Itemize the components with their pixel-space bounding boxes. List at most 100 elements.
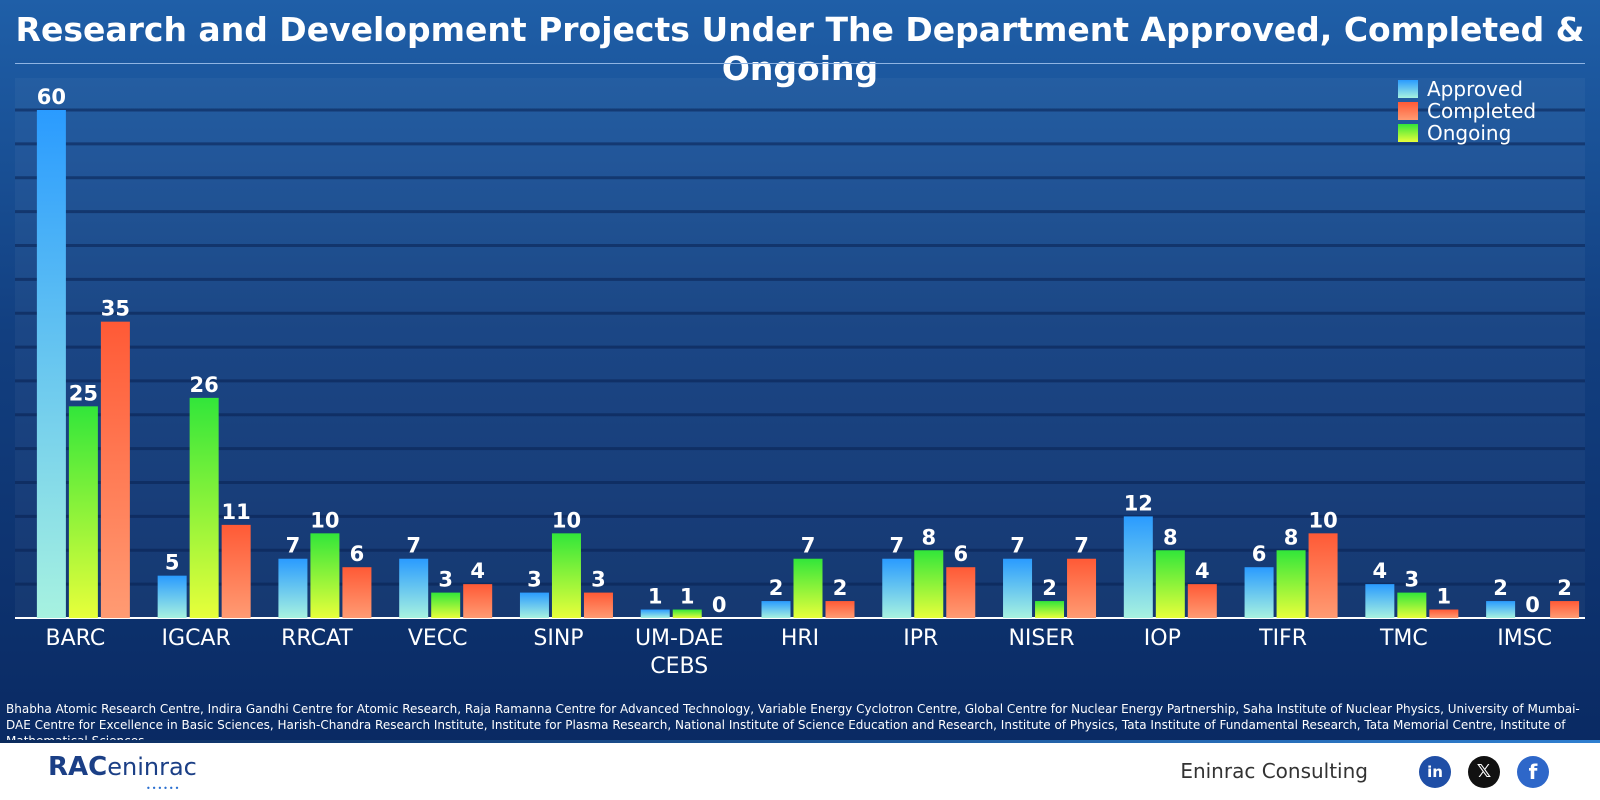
bar-tifr-approved (1244, 567, 1274, 618)
eninrac-logo: RACeninrac •••••• (48, 752, 197, 793)
data-label: 60 (37, 85, 66, 109)
data-label: 3 (438, 568, 453, 592)
legend-label: Completed (1427, 99, 1536, 123)
bar-iop-ongoing (1155, 550, 1185, 618)
bar-imsc-completed (1550, 601, 1580, 618)
bar-igcar-approved (157, 575, 187, 618)
bar-ipr-approved (882, 558, 912, 618)
bar-igcar-ongoing (189, 397, 219, 618)
bar-barc-ongoing (68, 406, 98, 618)
data-label: 4 (470, 559, 485, 583)
x-icon[interactable]: 𝕏 (1468, 756, 1500, 788)
data-label: 1 (648, 585, 663, 609)
bar-sinp-completed (583, 592, 613, 618)
legend-swatch-completed (1398, 102, 1418, 120)
data-label: 2 (1042, 576, 1057, 600)
data-label: 4 (1195, 559, 1210, 583)
data-label: 10 (1308, 508, 1337, 532)
x-tick-label: SINP (533, 626, 583, 651)
legend-label: Ongoing (1427, 121, 1511, 145)
bar-sinp-ongoing (551, 533, 581, 618)
bar-ipr-ongoing (914, 550, 944, 618)
bar-niser-completed (1067, 558, 1097, 618)
data-label: 8 (1284, 525, 1299, 549)
legend-swatch-approved (1398, 80, 1418, 98)
chart-title: Research and Development Projects Under … (15, 10, 1585, 88)
bar-hri-approved (761, 601, 791, 618)
bar-um-dae-cebs-approved (640, 609, 670, 618)
bar-igcar-completed (221, 524, 251, 618)
data-label: 10 (310, 508, 339, 532)
data-label: 5 (165, 551, 180, 575)
bar-niser-ongoing (1035, 601, 1065, 618)
data-label: 6 (350, 542, 365, 566)
bar-barc-approved (36, 110, 66, 618)
data-label: 35 (101, 297, 130, 321)
data-label: 2 (833, 576, 848, 600)
x-tick-label: BARC (46, 626, 106, 651)
x-tick-label: HRI (781, 626, 819, 651)
x-tick-label: IOP (1144, 626, 1181, 651)
bar-rrcat-approved (278, 558, 308, 618)
data-label: 3 (1405, 568, 1420, 592)
bar-sinp-approved (519, 592, 549, 618)
data-label: 2 (1493, 576, 1508, 600)
data-label: 25 (69, 381, 98, 405)
footer-strip (0, 740, 1600, 743)
data-label: 6 (953, 542, 968, 566)
x-tick-label: IMSC (1497, 626, 1552, 651)
x-tick-label: NISER (1008, 626, 1074, 651)
bar-hri-completed (825, 601, 855, 618)
bar-vecc-approved (399, 558, 429, 618)
data-label: 26 (190, 373, 219, 397)
data-label: 3 (591, 568, 606, 592)
x-tick-label: TMC (1379, 626, 1428, 651)
bar-tmc-approved (1365, 584, 1395, 618)
x-tick-label: TIFR (1258, 626, 1307, 651)
title-divider (15, 63, 1585, 64)
data-label: 6 (1252, 542, 1267, 566)
legend-label: Approved (1427, 77, 1523, 101)
bar-barc-completed (100, 321, 130, 618)
bar-um-dae-cebs-ongoing (672, 609, 702, 618)
data-label: 0 (712, 593, 727, 617)
x-tick-label: UM-DAE (635, 626, 724, 651)
data-label: 4 (1373, 559, 1388, 583)
bar-rrcat-ongoing (310, 533, 340, 618)
x-tick-label: VECC (408, 626, 468, 651)
logo-mark: RAC (48, 752, 108, 782)
x-tick-label: IGCAR (162, 626, 231, 651)
brand-name: Eninrac Consulting (1180, 759, 1368, 783)
bar-vecc-ongoing (431, 592, 461, 618)
bar-iop-completed (1187, 584, 1217, 618)
data-label: 7 (1010, 534, 1025, 558)
bar-tmc-completed (1429, 609, 1459, 618)
x-tick-label: CEBS (650, 654, 708, 679)
data-label: 7 (286, 534, 301, 558)
legend-swatch-ongoing (1398, 124, 1418, 142)
bar-rrcat-completed (342, 567, 372, 618)
data-label: 10 (552, 508, 581, 532)
footnote: Bhabha Atomic Research Centre, Indira Ga… (6, 702, 1580, 748)
bar-tifr-ongoing (1276, 550, 1306, 618)
data-label: 7 (406, 534, 421, 558)
data-label: 2 (1557, 576, 1572, 600)
data-label: 1 (1437, 585, 1452, 609)
bar-tmc-ongoing (1397, 592, 1427, 618)
facebook-icon[interactable]: f (1517, 756, 1549, 788)
bar-iop-approved (1123, 516, 1153, 618)
x-tick-label: RRCAT (281, 626, 353, 651)
bar-vecc-completed (463, 584, 493, 618)
linkedin-icon[interactable]: in (1419, 756, 1451, 788)
bar-hri-ongoing (793, 558, 823, 618)
data-label: 7 (801, 534, 816, 558)
bar-ipr-completed (946, 567, 976, 618)
data-label: 12 (1124, 491, 1153, 515)
bar-niser-approved (1003, 558, 1033, 618)
data-label: 2 (769, 576, 784, 600)
logo-dots: •••••• (146, 784, 181, 793)
bar-imsc-approved (1486, 601, 1516, 618)
data-label: 11 (222, 500, 251, 524)
data-label: 0 (1525, 593, 1540, 617)
data-label: 8 (1163, 525, 1178, 549)
